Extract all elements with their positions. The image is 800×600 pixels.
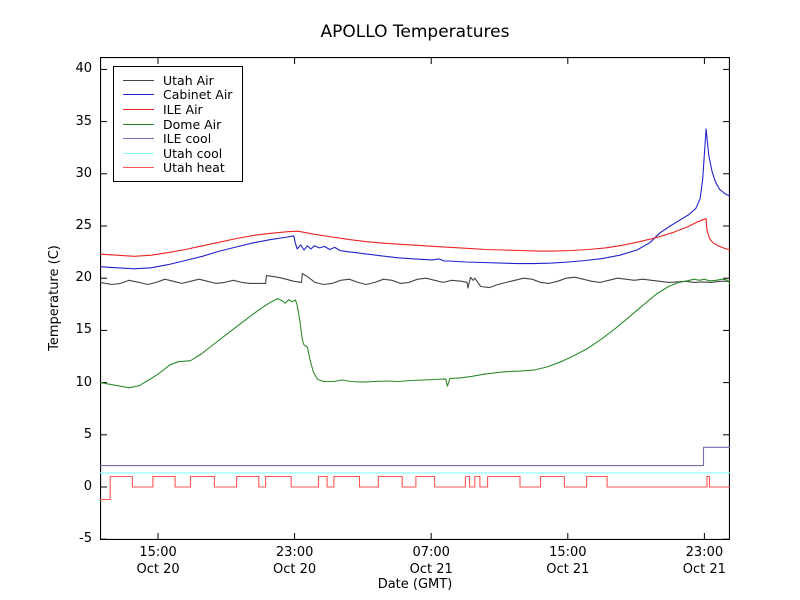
x-tick-time: 15:00 [549, 545, 587, 560]
x-tick-date: Oct 21 [682, 562, 726, 577]
legend-item-label: Cabinet Air [163, 87, 233, 103]
x-tick-date: Oct 21 [546, 562, 590, 577]
x-axis-label: Date (GMT) [377, 577, 453, 592]
legend-item-label: Utah heat [163, 160, 225, 176]
legend-item: ILE cool [123, 131, 232, 146]
y-tick-label: 10 [75, 374, 92, 390]
legend-item: Utah cool [123, 146, 232, 161]
legend-item: Utah heat [123, 160, 232, 176]
legend-item: ILE Air [123, 102, 232, 117]
series-line-utah-air [100, 272, 730, 289]
y-tick-label: 0 [83, 478, 92, 494]
series-line-cabinet-air [100, 128, 730, 270]
legend-item-label: Utah cool [163, 145, 223, 161]
legend-line-sample [123, 138, 154, 140]
legend-line-sample [123, 167, 154, 169]
legend-item-label: Utah Air [163, 72, 214, 88]
series-line-utah-heat [100, 475, 730, 501]
x-tick-time: 15:00 [139, 545, 177, 560]
legend-item: Utah Air [123, 73, 232, 88]
x-tick-label: 15:00 Oct 20 [113, 544, 203, 578]
plot-area [100, 57, 730, 540]
y-tick-label: 5 [83, 426, 92, 442]
x-tick-label: 23:00 Oct 20 [250, 544, 340, 578]
x-tick-time: 23:00 [685, 545, 724, 560]
legend-line-sample [123, 108, 154, 110]
legend-line-sample [123, 79, 154, 81]
legend-item-label: Dome Air [163, 116, 222, 132]
y-tick-label: -5 [79, 531, 92, 547]
x-tick-date: Oct 21 [409, 562, 453, 577]
plot-title: APOLLO Temperatures [320, 22, 510, 42]
plot-frame [100, 57, 730, 540]
y-tick-label: 20 [75, 270, 92, 286]
y-tick-label: 40 [75, 61, 92, 77]
x-tick-time: 07:00 [412, 545, 450, 560]
legend: Utah Air Cabinet Air ILE Air Dome Air ILE co… [113, 66, 244, 183]
y-tick-label: 15 [75, 322, 92, 338]
legend-line-sample [123, 123, 154, 125]
legend-item-label: ILE cool [163, 131, 212, 147]
legend-item: Cabinet Air [123, 87, 233, 103]
legend-line-sample [123, 152, 154, 154]
legend-item-label: ILE Air [163, 101, 203, 117]
x-tick-label: 23:00 Oct 21 [659, 544, 749, 578]
x-tick-date: Oct 20 [273, 562, 317, 577]
x-tick-time: 23:00 [275, 545, 314, 560]
series-line-dome-air [100, 278, 730, 389]
x-tick-label: 15:00 Oct 21 [523, 544, 613, 578]
series-line-ile-cool [100, 446, 730, 467]
y-axis-label: Temperature (C) [47, 245, 62, 351]
series-line-ile-air [100, 218, 730, 257]
legend-item: Dome Air [123, 117, 232, 132]
y-tick-label: 30 [75, 165, 92, 181]
x-tick-date: Oct 20 [136, 562, 180, 577]
legend-line-sample [123, 94, 154, 96]
y-tick-label: 25 [75, 218, 92, 233]
y-tick-label: 35 [75, 113, 92, 129]
x-tick-label: 07:00 Oct 21 [386, 544, 476, 578]
